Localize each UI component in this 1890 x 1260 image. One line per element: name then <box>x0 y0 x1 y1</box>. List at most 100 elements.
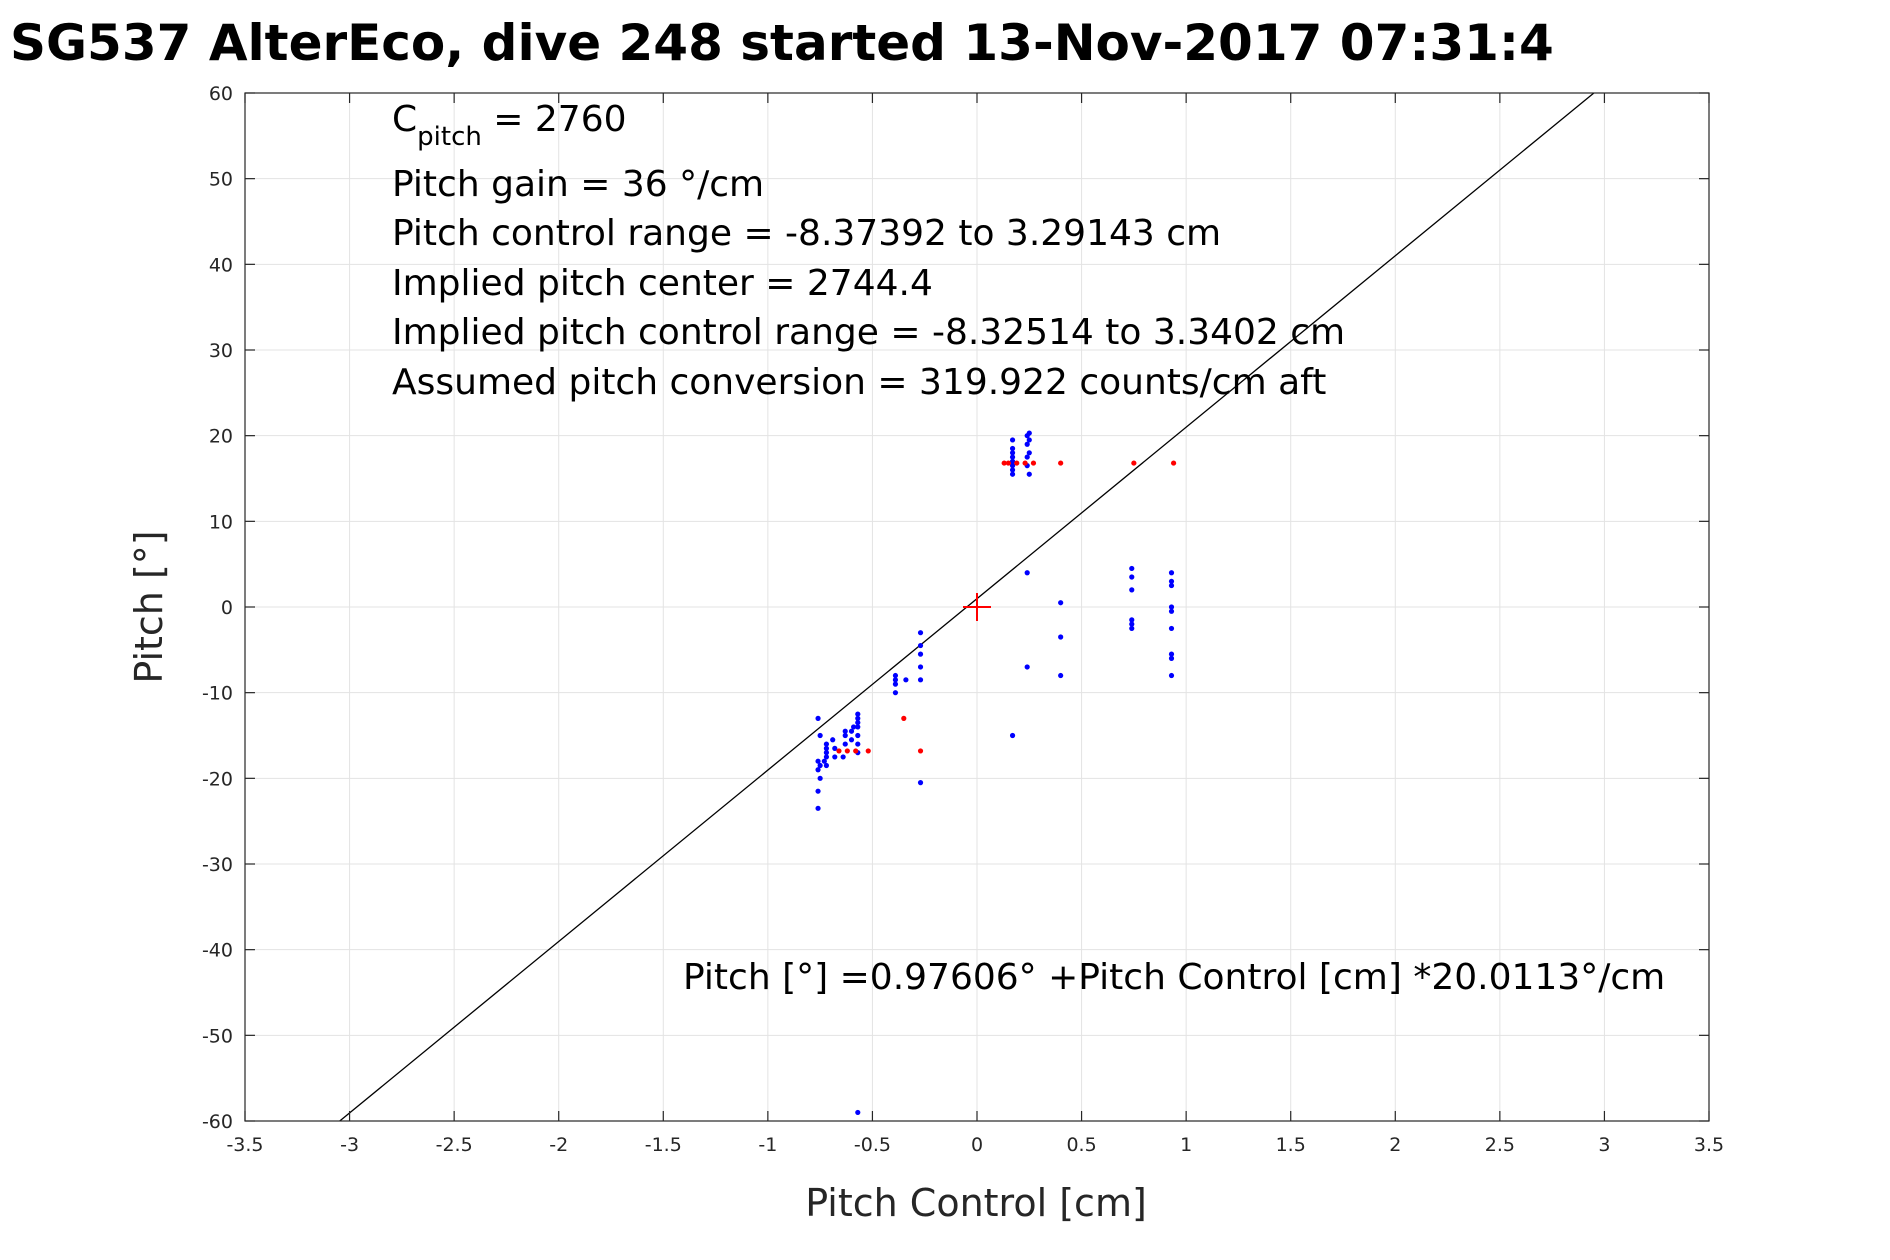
data-point-series-1 <box>855 732 861 739</box>
data-point-series-1 <box>1058 600 1064 606</box>
data-point-series-1 <box>815 805 821 811</box>
data-point-series-1 <box>832 754 838 760</box>
data-point-series-2 <box>844 748 850 754</box>
x-tick-label: -0.5 <box>854 1134 891 1156</box>
data-point-series-1 <box>842 741 848 747</box>
data-point-series-1 <box>1168 578 1175 584</box>
y-tick-label: 20 <box>209 426 233 448</box>
c-pitch-symbol: C <box>392 99 417 140</box>
data-point-series-1 <box>1058 634 1064 640</box>
data-point-series-1 <box>892 681 899 687</box>
x-tick-label: -2.5 <box>436 1134 473 1156</box>
y-tick-label: -10 <box>202 683 233 705</box>
data-point-series-1 <box>840 754 846 760</box>
data-point-series-1 <box>832 745 838 751</box>
x-tick-label: 3 <box>1598 1134 1610 1156</box>
data-point-series-1 <box>1168 672 1175 679</box>
data-point-series-1 <box>903 677 909 683</box>
x-tick-label: -1.5 <box>645 1134 682 1156</box>
data-point-series-2 <box>865 748 871 754</box>
data-point-series-1 <box>855 711 861 717</box>
data-point-series-1 <box>917 630 924 636</box>
center-marker-group <box>963 593 991 621</box>
data-point-series-2 <box>836 748 842 754</box>
data-point-series-1 <box>1024 664 1030 670</box>
x-tick-label: 3.5 <box>1694 1134 1724 1156</box>
data-point-series-1 <box>1009 445 1016 452</box>
data-points <box>815 430 1177 1116</box>
data-point-series-1 <box>892 690 899 696</box>
x-tick-label: 2 <box>1389 1134 1401 1156</box>
data-point-series-1 <box>1009 454 1016 460</box>
data-point-series-1 <box>848 728 855 734</box>
data-point-series-1 <box>1168 582 1175 589</box>
x-tick-label: 0.5 <box>1066 1134 1096 1156</box>
data-point-series-1 <box>817 775 823 781</box>
data-point-series-1 <box>1129 617 1135 623</box>
x-tick-label: -3.5 <box>226 1134 263 1156</box>
data-point-series-1 <box>1009 467 1016 473</box>
grid-lines <box>244 92 1710 1122</box>
data-point-series-2 <box>1022 460 1028 466</box>
data-point-series-2 <box>901 715 907 721</box>
x-tick-label: -2 <box>549 1134 568 1156</box>
data-point-series-1 <box>1168 625 1175 632</box>
data-point-series-1 <box>823 762 830 769</box>
y-tick-label: 0 <box>221 597 233 619</box>
data-point-series-1 <box>823 745 830 751</box>
fit-equation-annotation: Pitch [°] =0.97606° +Pitch Control [cm] … <box>683 957 1665 998</box>
data-point-series-1 <box>892 672 899 679</box>
data-point-series-2 <box>1058 460 1064 466</box>
x-tick-label: -1 <box>758 1134 777 1156</box>
data-point-series-1 <box>815 788 821 794</box>
data-point-series-1 <box>1168 608 1175 614</box>
data-point-series-2 <box>1030 460 1037 466</box>
data-point-series-1 <box>848 737 855 743</box>
data-point-series-1 <box>1024 454 1030 460</box>
data-point-series-1 <box>892 677 899 683</box>
y-axis-title: Pitch [°] <box>127 530 171 683</box>
x-tick-label: 1 <box>1180 1134 1192 1156</box>
data-point-series-1 <box>815 758 821 764</box>
data-point-series-2 <box>853 748 859 754</box>
data-point-series-1 <box>823 754 830 760</box>
parameter-annotations: Cpitch = 2760 Pitch gain = 36 °/cm Pitch… <box>392 99 1345 403</box>
data-point-series-1 <box>842 728 848 734</box>
c-pitch-annotation: Cpitch = 2760 <box>392 99 627 152</box>
data-point-series-1 <box>1026 430 1032 436</box>
data-point-series-1 <box>842 732 848 739</box>
data-point-series-1 <box>917 642 924 649</box>
chart-title: SG537 AlterEco, dive 248 started 13-Nov-… <box>10 14 1554 72</box>
data-point-series-1 <box>1058 672 1064 679</box>
data-point-series-2 <box>1014 460 1020 466</box>
data-point-series-1 <box>1009 732 1016 739</box>
x-tick-labels: -3.5 -3 -2.5 -2 -1.5 -1 -0.5 0 0.5 1 1.5 2 2.5 3 3.5 <box>226 1134 1724 1156</box>
data-point-series-1 <box>815 767 821 773</box>
data-point-series-1 <box>1168 570 1175 576</box>
y-tick-labels: -60 -50 -40 -30 -20 -10 0 10 20 30 40 50 60 <box>202 83 233 1133</box>
data-point-series-1 <box>1168 651 1175 657</box>
data-point-series-1 <box>823 741 830 747</box>
implied-pitch-control-range-annotation: Implied pitch control range = -8.32514 t… <box>392 312 1345 353</box>
pitch-control-range-annotation: Pitch control range = -8.37392 to 3.2914… <box>392 213 1221 254</box>
data-point-series-1 <box>855 1109 861 1116</box>
data-point-series-1 <box>855 720 861 726</box>
data-point-series-2 <box>1001 460 1007 466</box>
data-point-series-1 <box>1024 570 1030 576</box>
data-point-series-1 <box>1026 437 1032 443</box>
data-point-series-1 <box>1129 625 1135 632</box>
data-point-series-1 <box>917 780 924 786</box>
data-point-series-1 <box>917 677 924 683</box>
y-tick-label: -60 <box>202 1111 233 1133</box>
pitch-gain-annotation: Pitch gain = 36 °/cm <box>392 164 764 205</box>
data-point-series-1 <box>1129 587 1135 593</box>
data-point-series-1 <box>917 664 924 670</box>
data-point-series-1 <box>1009 471 1016 477</box>
y-tick-label: 40 <box>209 254 233 276</box>
y-tick-label: -40 <box>202 940 233 962</box>
y-tick-label: 10 <box>209 511 233 533</box>
y-tick-label: -20 <box>202 768 233 790</box>
data-point-series-1 <box>855 724 861 730</box>
data-point-series-1 <box>1026 471 1032 477</box>
